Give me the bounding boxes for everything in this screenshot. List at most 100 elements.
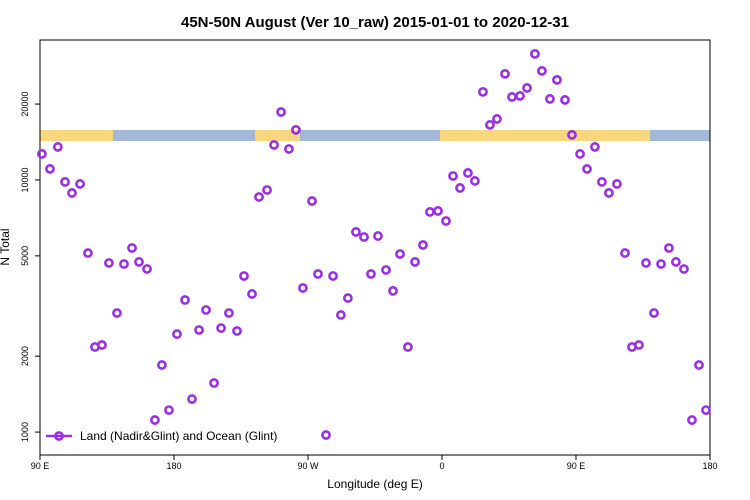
data-point xyxy=(373,231,383,241)
data-point xyxy=(276,107,286,117)
data-point xyxy=(463,168,473,178)
legend-marker xyxy=(54,431,64,441)
data-point xyxy=(134,257,144,267)
data-point xyxy=(201,305,211,315)
data-point xyxy=(590,142,600,152)
data-point xyxy=(381,265,391,275)
y-tick-label: 5000 xyxy=(20,246,30,266)
data-point xyxy=(515,91,525,101)
data-point xyxy=(701,405,711,416)
data-point xyxy=(298,283,308,293)
data-point xyxy=(239,271,249,281)
data-point xyxy=(284,144,294,154)
data-point xyxy=(45,164,55,174)
data-point xyxy=(150,415,160,425)
data-point xyxy=(112,308,122,318)
data-point xyxy=(567,129,577,140)
data-point xyxy=(656,259,666,269)
data-point xyxy=(620,248,630,258)
data-point xyxy=(448,171,458,181)
data-point xyxy=(641,258,651,268)
data-point xyxy=(418,240,428,250)
data-point xyxy=(671,257,681,267)
data-point xyxy=(254,192,264,202)
data-point xyxy=(395,249,405,259)
data-point xyxy=(612,179,622,189)
data-point xyxy=(664,243,674,253)
data-point xyxy=(410,257,420,267)
data-point xyxy=(187,394,197,404)
data-point xyxy=(157,360,167,370)
x-axis-label: Longitude (deg E) xyxy=(327,477,422,491)
y-tick-label: 1000 xyxy=(20,422,30,442)
data-point xyxy=(119,259,129,269)
data-point xyxy=(425,207,435,217)
data-point xyxy=(164,405,174,416)
y-tick-label: 2000 xyxy=(20,346,30,366)
y-tick-label: 10000 xyxy=(20,167,30,192)
data-point xyxy=(247,289,257,299)
data-point xyxy=(694,360,704,370)
data-point xyxy=(351,227,361,237)
data-point xyxy=(537,65,547,76)
data-point xyxy=(328,271,338,281)
data-point xyxy=(336,310,346,320)
data-point xyxy=(127,243,137,253)
data-point xyxy=(582,164,592,174)
data-point xyxy=(560,95,570,105)
data-point xyxy=(180,295,190,305)
data-point xyxy=(343,293,353,303)
data-point xyxy=(492,114,502,124)
data-point xyxy=(232,326,242,336)
data-point xyxy=(552,74,562,85)
data-point xyxy=(97,340,107,350)
data-point xyxy=(60,177,70,187)
legend-label: Land (Nadir&Glint) and Ocean (Glint) xyxy=(80,429,277,443)
data-point xyxy=(172,329,182,339)
data-point xyxy=(604,188,614,198)
data-point xyxy=(485,120,495,130)
data-point xyxy=(262,185,272,195)
data-point xyxy=(530,48,540,59)
data-point xyxy=(209,378,219,388)
data-point xyxy=(307,196,317,206)
data-point xyxy=(83,248,93,258)
data-point xyxy=(522,83,532,93)
data-point xyxy=(321,430,331,440)
data-point xyxy=(194,325,204,335)
x-tick-label: 180 xyxy=(166,461,181,471)
data-point xyxy=(478,86,488,97)
data-point xyxy=(388,286,398,296)
data-point xyxy=(359,232,369,242)
y-axis-label: N Total xyxy=(0,228,12,265)
x-tick-label: 0 xyxy=(439,461,444,471)
data-point xyxy=(470,176,480,186)
data-point xyxy=(291,125,301,135)
data-point xyxy=(216,323,226,333)
y-tick-label: 20000 xyxy=(20,92,30,117)
data-point xyxy=(507,92,517,102)
x-tick-label: 90 E xyxy=(567,461,586,471)
x-tick-label: 90 W xyxy=(297,461,319,471)
plot-frame xyxy=(39,39,711,456)
x-tick-label: 90 E xyxy=(31,461,50,471)
data-point xyxy=(679,264,689,274)
data-point xyxy=(403,342,413,352)
data-point xyxy=(313,269,323,279)
data-point xyxy=(269,140,279,150)
x-tick-label: 180 xyxy=(702,461,717,471)
data-point xyxy=(455,183,465,193)
data-point xyxy=(366,269,376,279)
data-point xyxy=(634,340,644,350)
data-point xyxy=(433,206,443,216)
data-point xyxy=(687,415,697,425)
chart-title: 45N-50N August (Ver 10_raw) 2015-01-01 t… xyxy=(181,14,569,31)
data-point xyxy=(575,149,585,159)
data-point xyxy=(75,179,85,189)
data-point xyxy=(104,258,114,268)
data-point xyxy=(649,308,659,318)
data-point xyxy=(224,308,234,318)
data-point xyxy=(142,264,152,274)
land-ocean-band xyxy=(40,130,710,141)
